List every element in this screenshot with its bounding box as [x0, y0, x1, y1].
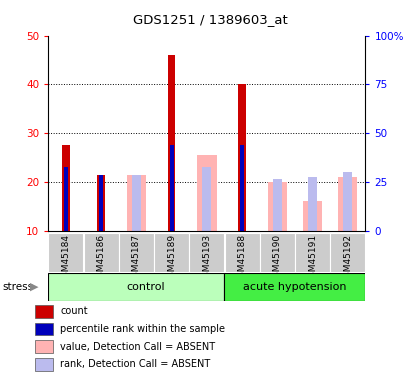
Bar	[238, 84, 246, 231]
Text: GDS1251 / 1389603_at: GDS1251 / 1389603_at	[133, 13, 287, 26]
Text: acute hypotension: acute hypotension	[243, 282, 346, 292]
Bar	[303, 201, 322, 231]
Text: GSM45190: GSM45190	[273, 234, 282, 283]
Bar	[338, 177, 357, 231]
Text: GSM45193: GSM45193	[202, 234, 211, 283]
Text: GSM45192: GSM45192	[343, 234, 352, 283]
Bar	[197, 155, 217, 231]
Text: ▶: ▶	[30, 282, 39, 292]
Text: percentile rank within the sample: percentile rank within the sample	[60, 324, 225, 334]
Bar	[35, 340, 52, 353]
Text: GSM45186: GSM45186	[97, 234, 106, 283]
Bar	[127, 175, 146, 231]
Text: GSM45187: GSM45187	[132, 234, 141, 283]
Bar	[295, 232, 330, 272]
Bar	[189, 232, 224, 272]
Bar	[48, 232, 83, 272]
Bar	[132, 175, 141, 231]
Bar	[170, 146, 174, 231]
Text: GSM45191: GSM45191	[308, 234, 317, 283]
Text: stress: stress	[2, 282, 33, 292]
Bar	[84, 232, 118, 272]
Bar	[35, 358, 52, 370]
Text: GSM45188: GSM45188	[238, 234, 247, 283]
Bar	[154, 232, 189, 272]
Bar	[64, 167, 68, 231]
Bar	[308, 177, 317, 231]
Bar	[202, 167, 211, 231]
Bar	[344, 172, 352, 231]
Bar	[97, 175, 105, 231]
Bar	[268, 182, 287, 231]
Bar	[35, 323, 52, 335]
Text: value, Detection Call = ABSENT: value, Detection Call = ABSENT	[60, 342, 215, 352]
Bar	[99, 175, 103, 231]
Bar	[35, 305, 52, 318]
Bar	[273, 180, 282, 231]
Bar	[224, 273, 365, 301]
Text: GSM45184: GSM45184	[61, 234, 71, 283]
Text: count: count	[60, 306, 88, 316]
Bar	[119, 232, 154, 272]
Bar	[48, 273, 224, 301]
Bar	[168, 55, 176, 231]
Text: rank, Detection Call = ABSENT: rank, Detection Call = ABSENT	[60, 359, 210, 369]
Bar	[331, 232, 365, 272]
Bar	[260, 232, 295, 272]
Text: control: control	[126, 282, 165, 292]
Bar	[225, 232, 260, 272]
Bar	[62, 146, 70, 231]
Bar	[240, 146, 244, 231]
Text: GSM45189: GSM45189	[167, 234, 176, 283]
